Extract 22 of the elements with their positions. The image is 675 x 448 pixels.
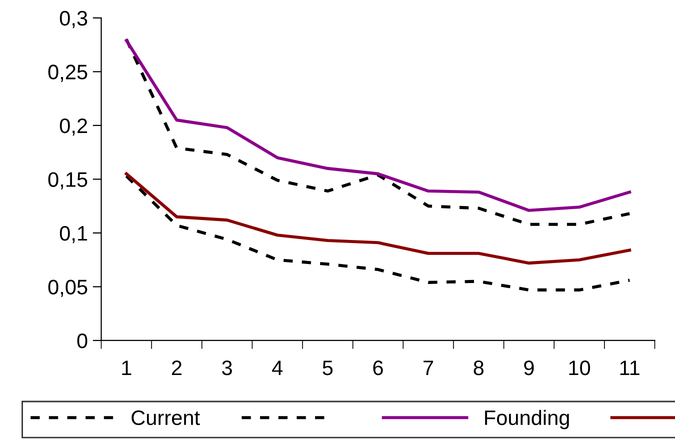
legend-label: Founding [485,410,569,430]
x-tick-label: 5 [322,360,333,376]
x-tick-label: 11 [620,360,640,376]
x-tick-label: 3 [222,360,232,376]
x-tick-label: 2 [172,360,182,376]
line-series [124,172,632,265]
x-tick-label: 9 [524,360,534,376]
x-tick-label: 6 [373,360,383,376]
x-tick-label: 7 [424,360,434,376]
x-tick-label: 10 [569,360,590,376]
x-tick-label: 8 [474,360,484,376]
y-tick-label: 0,15 [48,172,88,190]
x-tick-label: 4 [272,360,283,376]
y-tick-label: 0,2 [60,118,88,136]
y-tick-label: 0 [77,333,88,348]
y-tick-label: 0,05 [48,280,88,297]
y-tick-label: 0,3 [60,10,88,28]
y-tick-label: 0,25 [48,64,88,82]
x-tick-label: 1 [122,360,132,376]
y-tick-label: 0,1 [60,226,88,244]
legend-label: Current [132,410,200,426]
line-series [124,174,632,292]
